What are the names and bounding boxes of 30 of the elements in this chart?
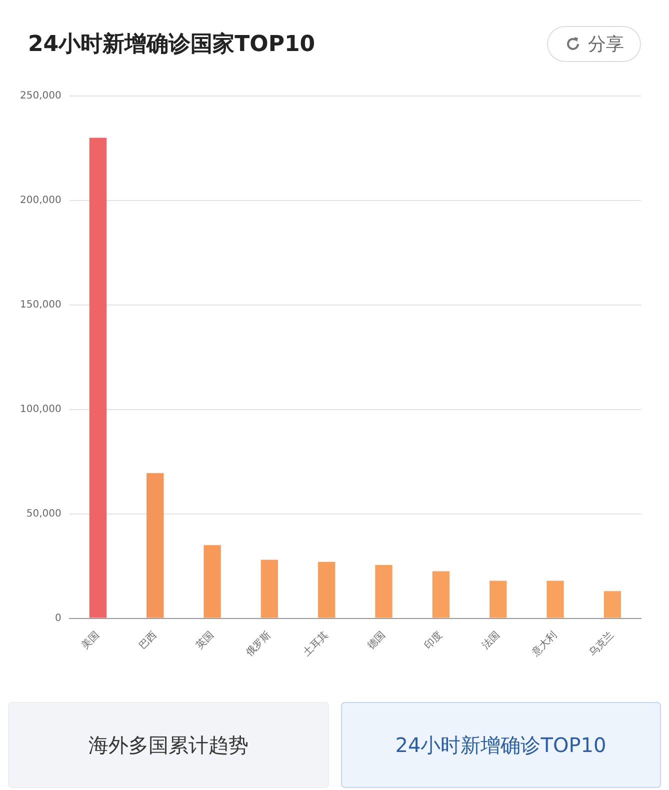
x-tick-label: 巴西: [137, 630, 160, 652]
y-tick-label: 100,000: [20, 404, 62, 415]
x-tick-label: 土耳其: [300, 629, 331, 659]
x-tick-label: 德国: [366, 630, 388, 652]
x-tick-label: 印度: [422, 629, 445, 652]
y-tick-label: 200,000: [20, 195, 62, 206]
y-tick-label: 250,000: [20, 90, 62, 102]
x-tick-label: 法国: [479, 629, 502, 652]
bar: [204, 545, 221, 618]
y-tick-label: 50,000: [26, 508, 62, 520]
bar: [546, 580, 564, 618]
bar: [146, 473, 164, 618]
x-tick-label: 意大利: [528, 629, 560, 660]
text: 24小时新增确诊TOP10: [340, 702, 661, 788]
text: 海外多国累计趋势: [8, 702, 328, 788]
x-tick-label: 俄罗斯: [244, 629, 274, 659]
bar: [89, 138, 107, 618]
x-tick-label: 乌克兰: [586, 629, 616, 659]
x-tick-label: 英国: [194, 629, 216, 652]
bar: [260, 560, 278, 618]
y-tick-label: 150,000: [20, 300, 62, 311]
y-tick-label: 0: [54, 612, 62, 624]
bar: [604, 591, 621, 618]
bar: [432, 571, 450, 618]
x-tick-label: 美国: [79, 629, 102, 652]
bar: [490, 580, 507, 618]
chart-title: 24小时新增确诊国家TOP10: [28, 30, 316, 59]
text: 分享: [588, 33, 624, 56]
bar: [375, 565, 392, 618]
bar: [318, 562, 336, 618]
